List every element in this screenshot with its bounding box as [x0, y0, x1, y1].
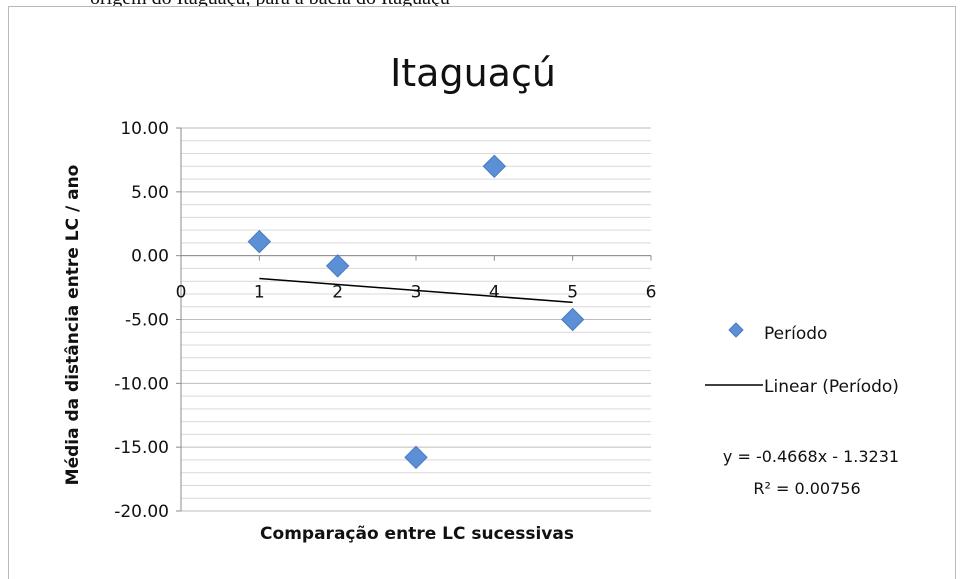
data-points [247, 154, 585, 470]
data-point [404, 445, 428, 470]
legend: Período Linear (Período) [705, 322, 899, 397]
data-point [482, 154, 507, 179]
trendline [259, 277, 573, 304]
x-tick-label: 0 [176, 283, 187, 303]
chart-title: Itaguaçú [390, 51, 556, 95]
legend-series-label: Período [764, 324, 827, 344]
y-tick-label: -5.00 [125, 311, 169, 331]
data-point [247, 229, 272, 254]
x-tick-label: 2 [332, 283, 343, 303]
y-axis-label: Média da distância entre LC / ano [63, 165, 83, 486]
cropped-caption: origem do Itaguaçu, para a bacia do Itag… [0, 0, 962, 8]
x-tick-label: 5 [567, 283, 578, 303]
y-tick-label: 10.00 [120, 119, 169, 139]
y-tick-label: -10.00 [114, 374, 169, 394]
chart-frame [8, 6, 956, 579]
data-point [560, 307, 585, 332]
x-tick-label: 4 [489, 283, 500, 303]
legend-trendline-label: Linear (Período) [764, 377, 899, 397]
x-tick-label: 1 [254, 283, 265, 303]
y-tick-labels: 10.00 5.00 0.00 -5.00 -10.00 -15.00 -20.00 [114, 119, 169, 522]
trendline-r-squared: R² = 0.00756 [753, 479, 860, 498]
trendline-group [259, 277, 573, 304]
x-tick-label: 3 [411, 283, 422, 303]
y-tick-label: -15.00 [114, 438, 169, 458]
y-tick-label: 5.00 [131, 183, 169, 203]
cropped-caption-text: origem do Itaguaçu, para a bacia do Itag… [90, 0, 450, 8]
data-point [325, 254, 350, 278]
y-tick-label: -20.00 [114, 502, 169, 522]
x-tick-label: 6 [646, 283, 657, 303]
x-tick-labels: 0 1 2 3 4 5 6 [176, 283, 657, 303]
legend-marker-diamond [728, 322, 744, 338]
trendline-equation: y = -0.4668x - 1.3231 [723, 447, 899, 466]
x-axis-label: Comparação entre LC sucessivas [260, 524, 574, 544]
y-tick-label: 0.00 [131, 247, 169, 267]
